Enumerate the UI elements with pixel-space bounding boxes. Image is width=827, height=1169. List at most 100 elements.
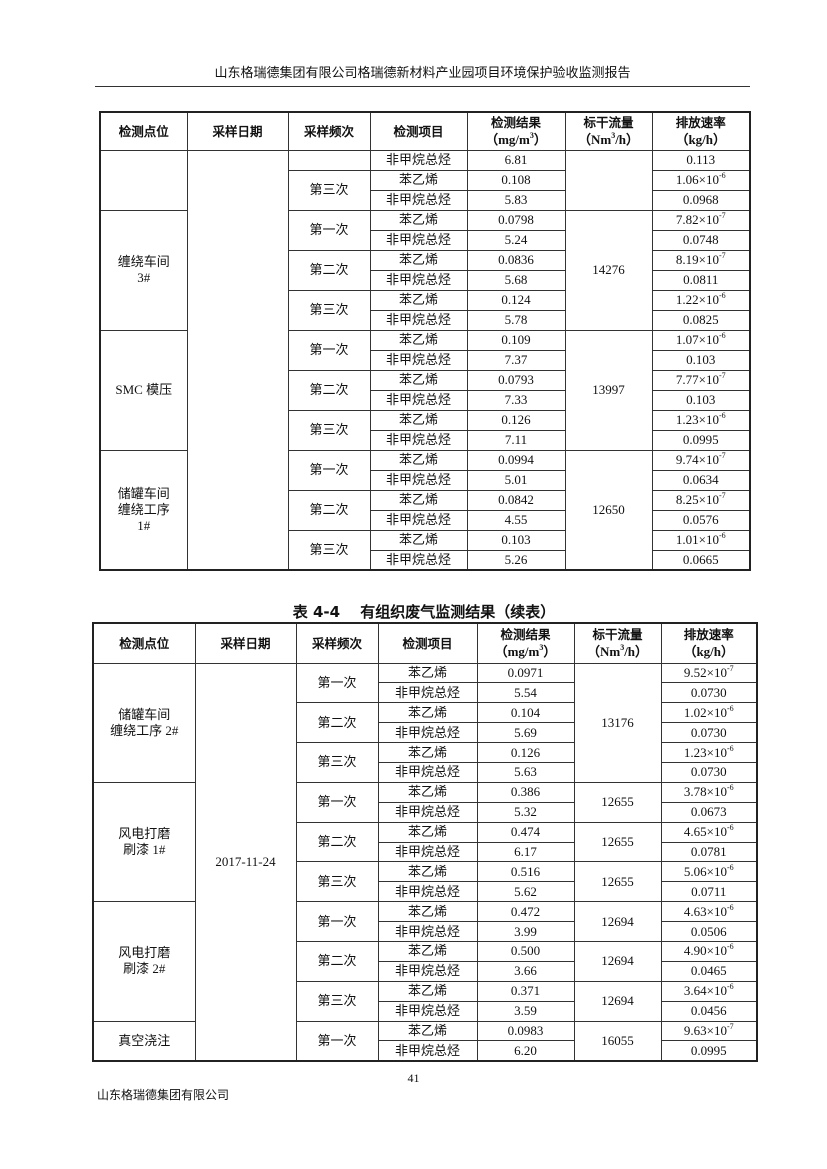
location-cell: 真空浇注 bbox=[92, 1020, 196, 1062]
rate-value: 1.01×10 bbox=[675, 532, 719, 547]
test-result-cell: 0.386 bbox=[476, 781, 575, 803]
emission-rate-cell: 8.19×10-7 bbox=[651, 249, 751, 271]
unit-text: /h） bbox=[624, 644, 649, 660]
test-result-cell: 5.54 bbox=[476, 682, 575, 704]
sampling-round-cell: 第三次 bbox=[287, 289, 371, 331]
table-row: 真空浇注 第一次 苯乙烯 0.0983 16055 9.63×10-7 bbox=[92, 1020, 758, 1062]
test-item-cell: 非甲烷总烃 bbox=[377, 1040, 478, 1062]
unit-text: （kg/h） bbox=[683, 644, 735, 660]
emission-rate-cell: 0.0730 bbox=[660, 761, 758, 783]
rate-value: 0.103 bbox=[686, 352, 716, 367]
rate-exponent: -7 bbox=[718, 251, 726, 260]
emission-rate-cell: 0.0634 bbox=[651, 469, 751, 491]
test-result-cell: 0.0793 bbox=[466, 369, 566, 391]
rate-exponent: -6 bbox=[726, 743, 734, 753]
location-cell: SMC 模压 bbox=[99, 329, 188, 451]
table-title: 表 4-4 有组织废气监测结果（续表） bbox=[292, 603, 556, 621]
test-item-cell: 苯乙烯 bbox=[377, 821, 478, 843]
emission-rate-cell: 0.103 bbox=[651, 389, 751, 411]
emission-rate-cell: 0.0730 bbox=[660, 682, 758, 704]
test-item-cell: 非甲烷总烃 bbox=[377, 881, 478, 903]
rate-value: 7.82×10 bbox=[675, 212, 719, 227]
test-item-cell: 苯乙烯 bbox=[369, 529, 468, 551]
test-result-cell: 5.24 bbox=[466, 229, 566, 251]
rate-value: 0.0711 bbox=[691, 883, 727, 899]
rate-value: 0.0811 bbox=[683, 272, 719, 287]
rate-value: 0.0968 bbox=[682, 192, 719, 207]
header-unit: （mg/m3） bbox=[485, 131, 547, 148]
emission-rate-cell: 0.0665 bbox=[651, 549, 751, 571]
header-label: 检测结果 bbox=[490, 115, 541, 131]
flow-cell bbox=[564, 149, 653, 211]
emission-rate-cell: 3.64×10-6 bbox=[660, 980, 758, 1002]
emission-rate-cell: 7.77×10-7 bbox=[651, 369, 751, 391]
rate-exponent: -6 bbox=[726, 982, 734, 992]
test-result-cell: 5.26 bbox=[466, 549, 566, 571]
test-result-cell: 0.0798 bbox=[466, 209, 566, 231]
table-row: 第三次 苯乙烯 0.124 1.22×10-6 bbox=[100, 289, 751, 331]
unit-text: （mg/m bbox=[485, 132, 530, 148]
test-item-cell: 非甲烷总烃 bbox=[369, 469, 468, 491]
emission-rate-cell: 1.23×10-6 bbox=[660, 742, 758, 763]
test-item-cell: 非甲烷总烃 bbox=[377, 761, 478, 783]
sampling-round-cell: 第二次 bbox=[287, 489, 371, 531]
test-item-cell: 非甲烷总烃 bbox=[369, 149, 468, 171]
location-cell: 储罐车间 缠绕工序 1# bbox=[99, 449, 188, 571]
rate-value: 1.22×10 bbox=[675, 292, 719, 307]
unit-superscript: 3 bbox=[529, 131, 534, 141]
header-unit: （kg/h） bbox=[675, 132, 726, 147]
unit-superscript: 3 bbox=[620, 643, 625, 653]
header-unit: （Nm3/h） bbox=[587, 643, 649, 660]
rate-value: 0.0730 bbox=[690, 724, 727, 740]
column-header-rate: 排放速率 （kg/h） bbox=[660, 622, 758, 664]
header-label: 排放速率 bbox=[675, 115, 726, 131]
sampling-round-cell: 第二次 bbox=[287, 369, 371, 411]
column-header-flow: 标干流量 （Nm3/h） bbox=[564, 111, 653, 151]
column-header-date: 采样日期 bbox=[186, 111, 289, 151]
rate-exponent: -7 bbox=[726, 663, 734, 673]
test-item-cell: 苯乙烯 bbox=[369, 369, 468, 391]
test-result-cell: 0.516 bbox=[476, 861, 575, 883]
table-row: 第三次 苯乙烯 0.126 1.23×10-6 bbox=[100, 409, 751, 451]
test-item-cell: 非甲烷总烃 bbox=[377, 801, 478, 823]
test-result-cell: 0.124 bbox=[466, 289, 566, 311]
header-row: 检测点位 采样日期 采样频次 检测项目 检测结果 （mg/m3） 标干流量 （Nm3/h） 排放… bbox=[99, 111, 751, 151]
sampling-round-cell: 第三次 bbox=[295, 861, 379, 903]
test-item-cell: 非甲烷总烃 bbox=[369, 349, 468, 371]
flow-cell: 12694 bbox=[573, 980, 662, 1022]
column-header-date: 采样日期 bbox=[194, 622, 297, 664]
flow-cell: 12694 bbox=[573, 901, 662, 942]
rate-value: 0.0634 bbox=[682, 472, 719, 487]
unit-text: （Nm bbox=[577, 132, 612, 148]
flow-cell: 12694 bbox=[573, 940, 662, 982]
test-result-cell: 0.472 bbox=[476, 901, 575, 923]
emission-rate-cell: 9.52×10-7 bbox=[660, 662, 758, 684]
sampling-round-cell: 第三次 bbox=[287, 169, 371, 211]
test-result-cell: 4.55 bbox=[466, 509, 566, 531]
sampling-round-cell: 第一次 bbox=[287, 209, 371, 251]
column-header-location: 检测点位 bbox=[99, 111, 188, 151]
test-result-cell: 6.81 bbox=[466, 149, 566, 171]
rate-exponent: -6 bbox=[726, 862, 734, 872]
test-result-cell: 3.99 bbox=[476, 921, 575, 942]
test-item-cell: 非甲烷总烃 bbox=[369, 549, 468, 571]
rate-value: 0.0456 bbox=[690, 1003, 727, 1019]
rate-value: 0.0781 bbox=[690, 843, 727, 859]
test-result-cell: 0.0842 bbox=[466, 489, 566, 511]
emission-rate-cell: 0.103 bbox=[651, 349, 751, 371]
emission-rate-cell: 9.63×10-7 bbox=[660, 1020, 758, 1042]
emission-rate-cell: 0.0465 bbox=[660, 960, 758, 982]
test-item-cell: 非甲烷总烃 bbox=[369, 389, 468, 411]
unit-superscript: 3 bbox=[539, 643, 544, 653]
emission-rate-cell: 5.06×10-6 bbox=[660, 861, 758, 883]
emission-rate-cell: 7.82×10-7 bbox=[651, 209, 751, 231]
test-result-cell: 3.66 bbox=[476, 960, 575, 982]
test-item-cell: 苯乙烯 bbox=[369, 209, 468, 231]
sampling-round-cell: 第一次 bbox=[295, 1020, 379, 1062]
emission-rate-cell: 0.0811 bbox=[651, 269, 751, 291]
sampling-round-cell: 第三次 bbox=[295, 742, 379, 783]
test-result-cell: 0.108 bbox=[466, 169, 566, 191]
sampling-round-cell bbox=[287, 149, 371, 171]
rate-value: 4.90×10 bbox=[683, 943, 727, 959]
flow-cell: 14276 bbox=[564, 209, 653, 331]
